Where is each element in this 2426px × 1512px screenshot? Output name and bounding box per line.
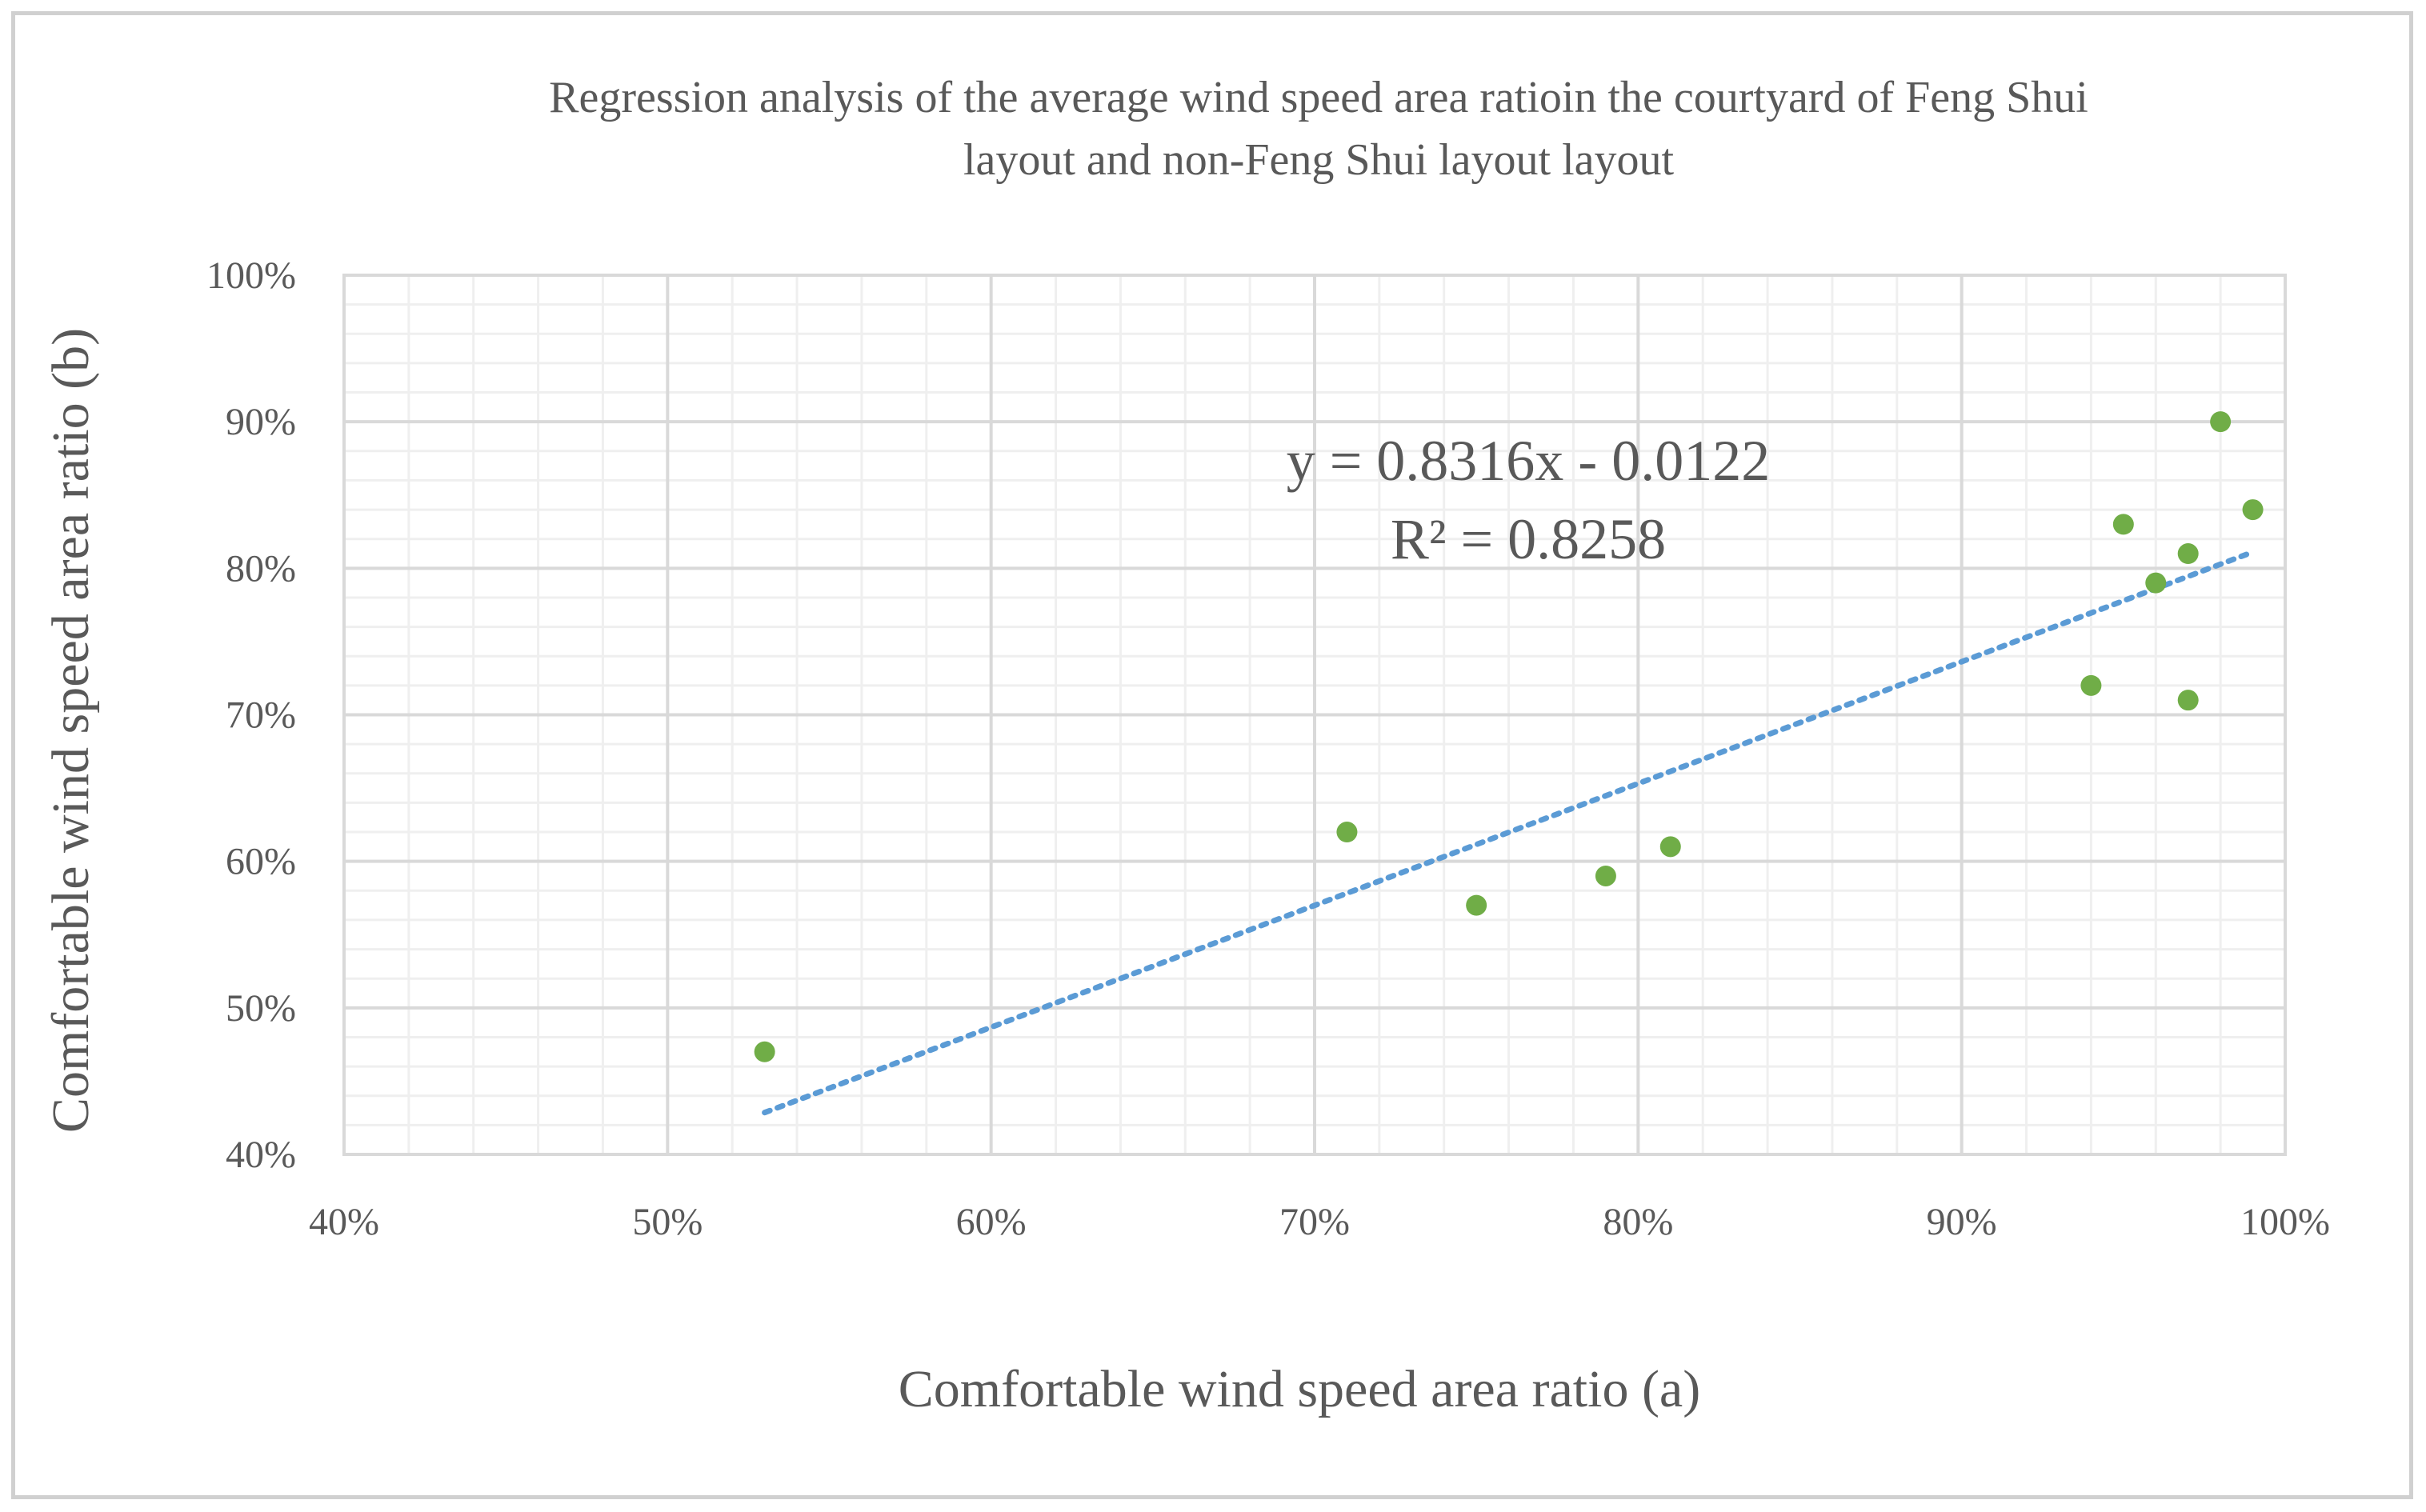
data-point [2112,514,2134,535]
data-point [2145,572,2167,594]
data-point [1595,865,1616,886]
x-tick-label: 90% [1927,1201,1997,1243]
data-point [2080,674,2102,696]
trendline-r-squared: R² = 0.8258 [1391,507,1666,571]
data-point [2242,499,2264,521]
y-tick-label: 80% [226,547,296,590]
data-point [2177,690,2199,711]
data-point [754,1041,775,1062]
x-axis-label: Comfortable wind speed area ratio (a) [899,1360,1700,1418]
plot-area-border [342,274,2287,1156]
x-tick-label: 70% [1279,1201,1350,1243]
data-point [1466,894,1487,916]
x-tick-label: 100% [2240,1201,2330,1243]
x-tick-label: 40% [309,1201,379,1243]
x-axis-ticks: 40% 50% 60% 70% 80% 90% 100% [309,1201,2330,1243]
data-point [2210,411,2232,433]
x-tick-label: 50% [632,1201,703,1243]
major-grid [342,274,2287,1156]
trendline [762,549,2256,1116]
data-point [2177,543,2199,565]
y-tick-label: 90% [226,401,296,443]
trendline-layer [762,549,2256,1116]
x-tick-label: 60% [956,1201,1027,1243]
data-points [754,411,2264,1062]
trendline-equation: y = 0.8316x - 0.0122 [1287,429,1771,493]
y-tick-label: 70% [226,694,296,737]
y-tick-label: 40% [226,1134,296,1176]
chart-title-line-2: layout and non-Feng Shui layout layout [963,135,1675,185]
data-point [1659,836,1681,858]
chart-frame [11,11,2413,1499]
y-tick-label: 100% [206,254,296,297]
chart-title-line-1: Regression analysis of the average wind … [549,73,2088,122]
y-axis-ticks: 40% 50% 60% 70% 80% 90% 100% [206,254,296,1176]
y-tick-label: 50% [226,987,296,1030]
data-point [1336,822,1358,843]
y-axis-label: Comfortable wind speed area ratio (b) [42,328,100,1133]
x-tick-label: 80% [1603,1201,1673,1243]
y-tick-label: 60% [226,841,296,883]
